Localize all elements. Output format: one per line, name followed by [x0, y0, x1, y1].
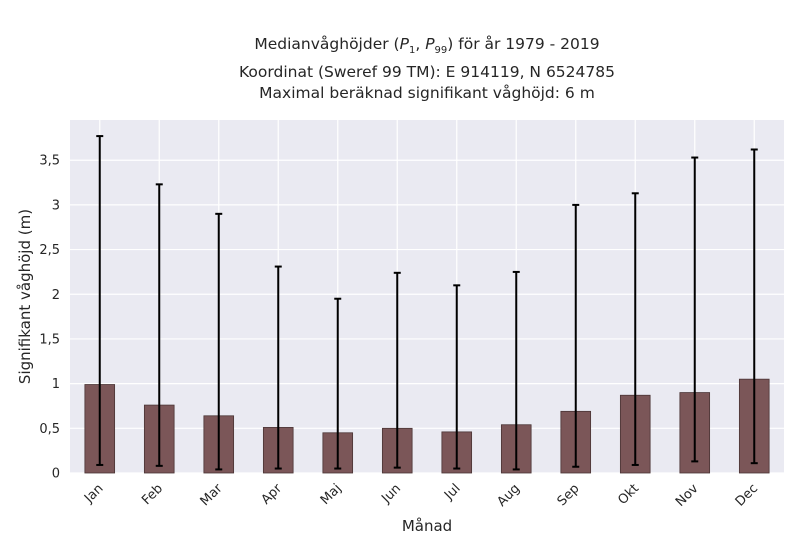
y-tick-label: 2 [52, 288, 60, 303]
error-bar-jan [96, 135, 104, 466]
x-tick-label-apr: Apr [259, 481, 286, 508]
y-axis-ticks: 0 0,5 1 1,5 2 2,5 3 3,5 [39, 154, 60, 482]
x-tick-label-dec: Dec [733, 481, 761, 509]
x-tick-label-maj: Maj [318, 481, 345, 508]
x-axis-ticks: Jan Feb Mar Apr Maj Jun Jul Aug Sep Okt Nov Dec [81, 481, 761, 510]
chart-title-line-3: Maximal beräknad signifikant våghöjd: 6 … [259, 84, 595, 103]
error-bar-jun [393, 271, 401, 469]
y-tick-label: 3,5 [39, 154, 60, 169]
chart-title-line-1: Medianvåghöjder (P1, P99) för år 1979 - … [254, 35, 600, 57]
x-tick-label-aug: Aug [495, 481, 524, 510]
error-bar-maj [334, 297, 342, 470]
x-tick-label-okt: Okt [615, 481, 642, 508]
error-bar-nov [691, 156, 699, 463]
x-tick-label-feb: Feb [139, 481, 166, 508]
x-tick-label-jun: Jun [378, 481, 404, 507]
error-bar-feb [155, 183, 163, 467]
error-bar-sep [572, 203, 580, 468]
chart-title-line-2: Koordinat (Sweref 99 TM): E 914119, N 65… [239, 62, 615, 81]
error-bar-aug [512, 270, 520, 471]
y-tick-label: 3 [52, 198, 60, 213]
error-bar-apr [274, 265, 282, 470]
x-tick-label-nov: Nov [673, 481, 702, 510]
x-tick-label-mar: Mar [198, 481, 226, 509]
y-axis-label: Signifikant våghöjd (m) [16, 209, 34, 384]
x-tick-label-jan: Jan [81, 481, 106, 506]
y-tick-label: 0 [52, 467, 60, 482]
error-bar-mar [215, 212, 223, 471]
x-axis-label: Månad [402, 517, 452, 535]
x-tick-label-sep: Sep [555, 481, 583, 509]
y-tick-label: 1,5 [39, 332, 60, 347]
x-tick-label-jul: Jul [441, 481, 463, 503]
y-tick-label: 0,5 [39, 422, 60, 437]
error-bar-okt [631, 192, 639, 466]
y-tick-label: 1 [52, 377, 60, 392]
error-bar-dec [750, 148, 758, 465]
error-bars [96, 135, 758, 471]
y-tick-label: 2,5 [39, 243, 60, 258]
error-bar-jul [453, 284, 461, 470]
chart-title: Medianvåghöjder (P1, P99) för år 1979 - … [70, 34, 784, 105]
plot-area [70, 120, 784, 473]
